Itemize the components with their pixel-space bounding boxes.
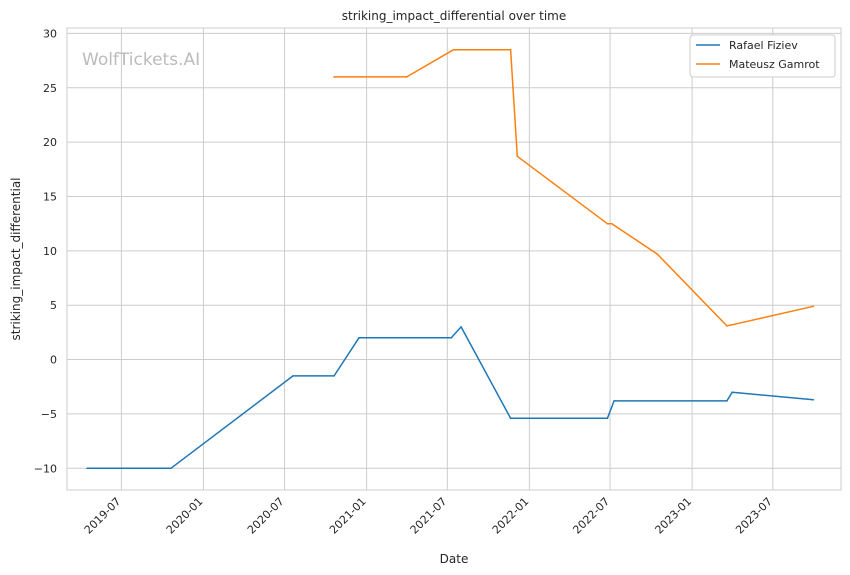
data-point-mateusz-gamrot xyxy=(606,222,609,225)
x-axis-title: Date xyxy=(440,552,469,566)
data-point-mateusz-gamrot xyxy=(656,253,659,255)
chart-title: striking_impact_differential over time xyxy=(342,9,567,23)
data-point-mateusz-gamrot xyxy=(516,155,519,158)
data-point-rafael-fiziev xyxy=(170,467,172,470)
data-point-mateusz-gamrot xyxy=(812,305,815,308)
y-tick-label: −5 xyxy=(41,408,57,421)
y-tick-label: −10 xyxy=(34,462,57,475)
data-point-mateusz-gamrot xyxy=(405,76,408,78)
data-point-rafael-fiziev xyxy=(606,417,609,420)
data-point-mateusz-gamrot xyxy=(333,76,335,78)
series-lines xyxy=(86,48,815,470)
legend: Rafael Fiziev Mateusz Gamrot xyxy=(689,34,836,78)
y-tick-label: 20 xyxy=(43,136,57,149)
legend-label-rafael-fiziev: Rafael Fiziev xyxy=(729,39,798,52)
y-tick-labels: −10 −5 0 5 10 15 20 25 30 xyxy=(34,27,57,475)
y-tick-label: 30 xyxy=(43,27,57,40)
data-point-rafael-fiziev xyxy=(726,400,728,402)
data-point-rafael-fiziev xyxy=(450,337,453,339)
y-tick-label: 0 xyxy=(50,354,57,367)
legend-box xyxy=(689,34,836,78)
data-point-rafael-fiziev xyxy=(731,391,733,394)
data-point-mateusz-gamrot xyxy=(452,48,455,51)
y-tick-label: 15 xyxy=(43,190,57,203)
y-tick-label: 5 xyxy=(50,299,57,312)
legend-label-mateusz-gamrot: Mateusz Gamrot xyxy=(729,58,820,71)
data-point-rafael-fiziev xyxy=(292,375,294,377)
data-point-mateusz-gamrot xyxy=(726,325,728,327)
data-point-rafael-fiziev xyxy=(358,337,360,339)
grid-lines xyxy=(67,28,841,490)
watermark: WolfTickets.AI xyxy=(82,50,200,70)
y-tick-label: 25 xyxy=(43,82,57,95)
data-point-mateusz-gamrot xyxy=(731,324,733,326)
data-point-rafael-fiziev xyxy=(613,400,615,402)
data-point-rafael-fiziev xyxy=(86,467,88,470)
y-axis-title: striking_impact_differential xyxy=(9,177,23,340)
data-point-mateusz-gamrot xyxy=(611,222,613,225)
data-point-mateusz-gamrot xyxy=(509,48,512,51)
data-point-rafael-fiziev xyxy=(509,417,512,420)
data-point-rafael-fiziev xyxy=(333,375,335,377)
y-tick-label: 10 xyxy=(43,245,57,258)
data-point-rafael-fiziev xyxy=(812,399,815,401)
data-point-rafael-fiziev xyxy=(460,326,462,328)
plot-frame xyxy=(66,27,842,491)
